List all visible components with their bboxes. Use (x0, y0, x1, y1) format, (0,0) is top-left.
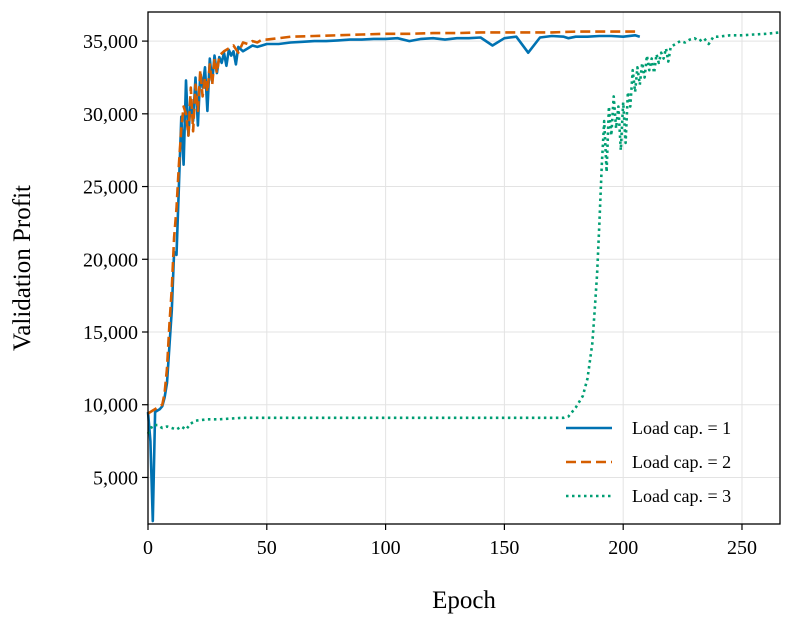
y-axis-label: Validation Profit (9, 185, 36, 351)
x-tick-label: 250 (727, 537, 757, 559)
y-tick-label: 5,000 (93, 467, 138, 489)
x-tick-label: 200 (608, 537, 638, 559)
grid (147, 12, 780, 524)
legend-label: Load cap. = 1 (632, 418, 731, 438)
legend: Load cap. = 1 Load cap. = 2 Load cap. = 3 (566, 418, 731, 506)
x-tick-label: 50 (257, 537, 277, 559)
y-tick-label: 10,000 (83, 395, 138, 417)
y-tick-label: 35,000 (83, 31, 138, 53)
x-axis-label: Epoch (432, 587, 496, 614)
legend-label: Load cap. = 3 (632, 486, 731, 506)
x-tick-label: 0 (143, 537, 153, 559)
legend-label: Load cap. = 2 (632, 452, 731, 472)
x-tick-label: 150 (489, 537, 519, 559)
x-tick-label: 100 (371, 537, 401, 559)
ticks: 0 50 100 150 200 250 5,000 10,000 15,000 20,000 25… (83, 31, 757, 559)
series-line-load-cap-1 (146, 33, 641, 523)
plot-frame (147, 11, 781, 525)
series-line-load-cap-3 (146, 31, 781, 435)
y-tick-label: 15,000 (83, 322, 138, 344)
y-tick-label: 30,000 (83, 104, 138, 126)
y-tick-label: 20,000 (83, 249, 138, 271)
y-tick-label: 25,000 (83, 177, 138, 199)
series-group (146, 30, 781, 523)
series-line-load-cap-2 (147, 30, 636, 415)
